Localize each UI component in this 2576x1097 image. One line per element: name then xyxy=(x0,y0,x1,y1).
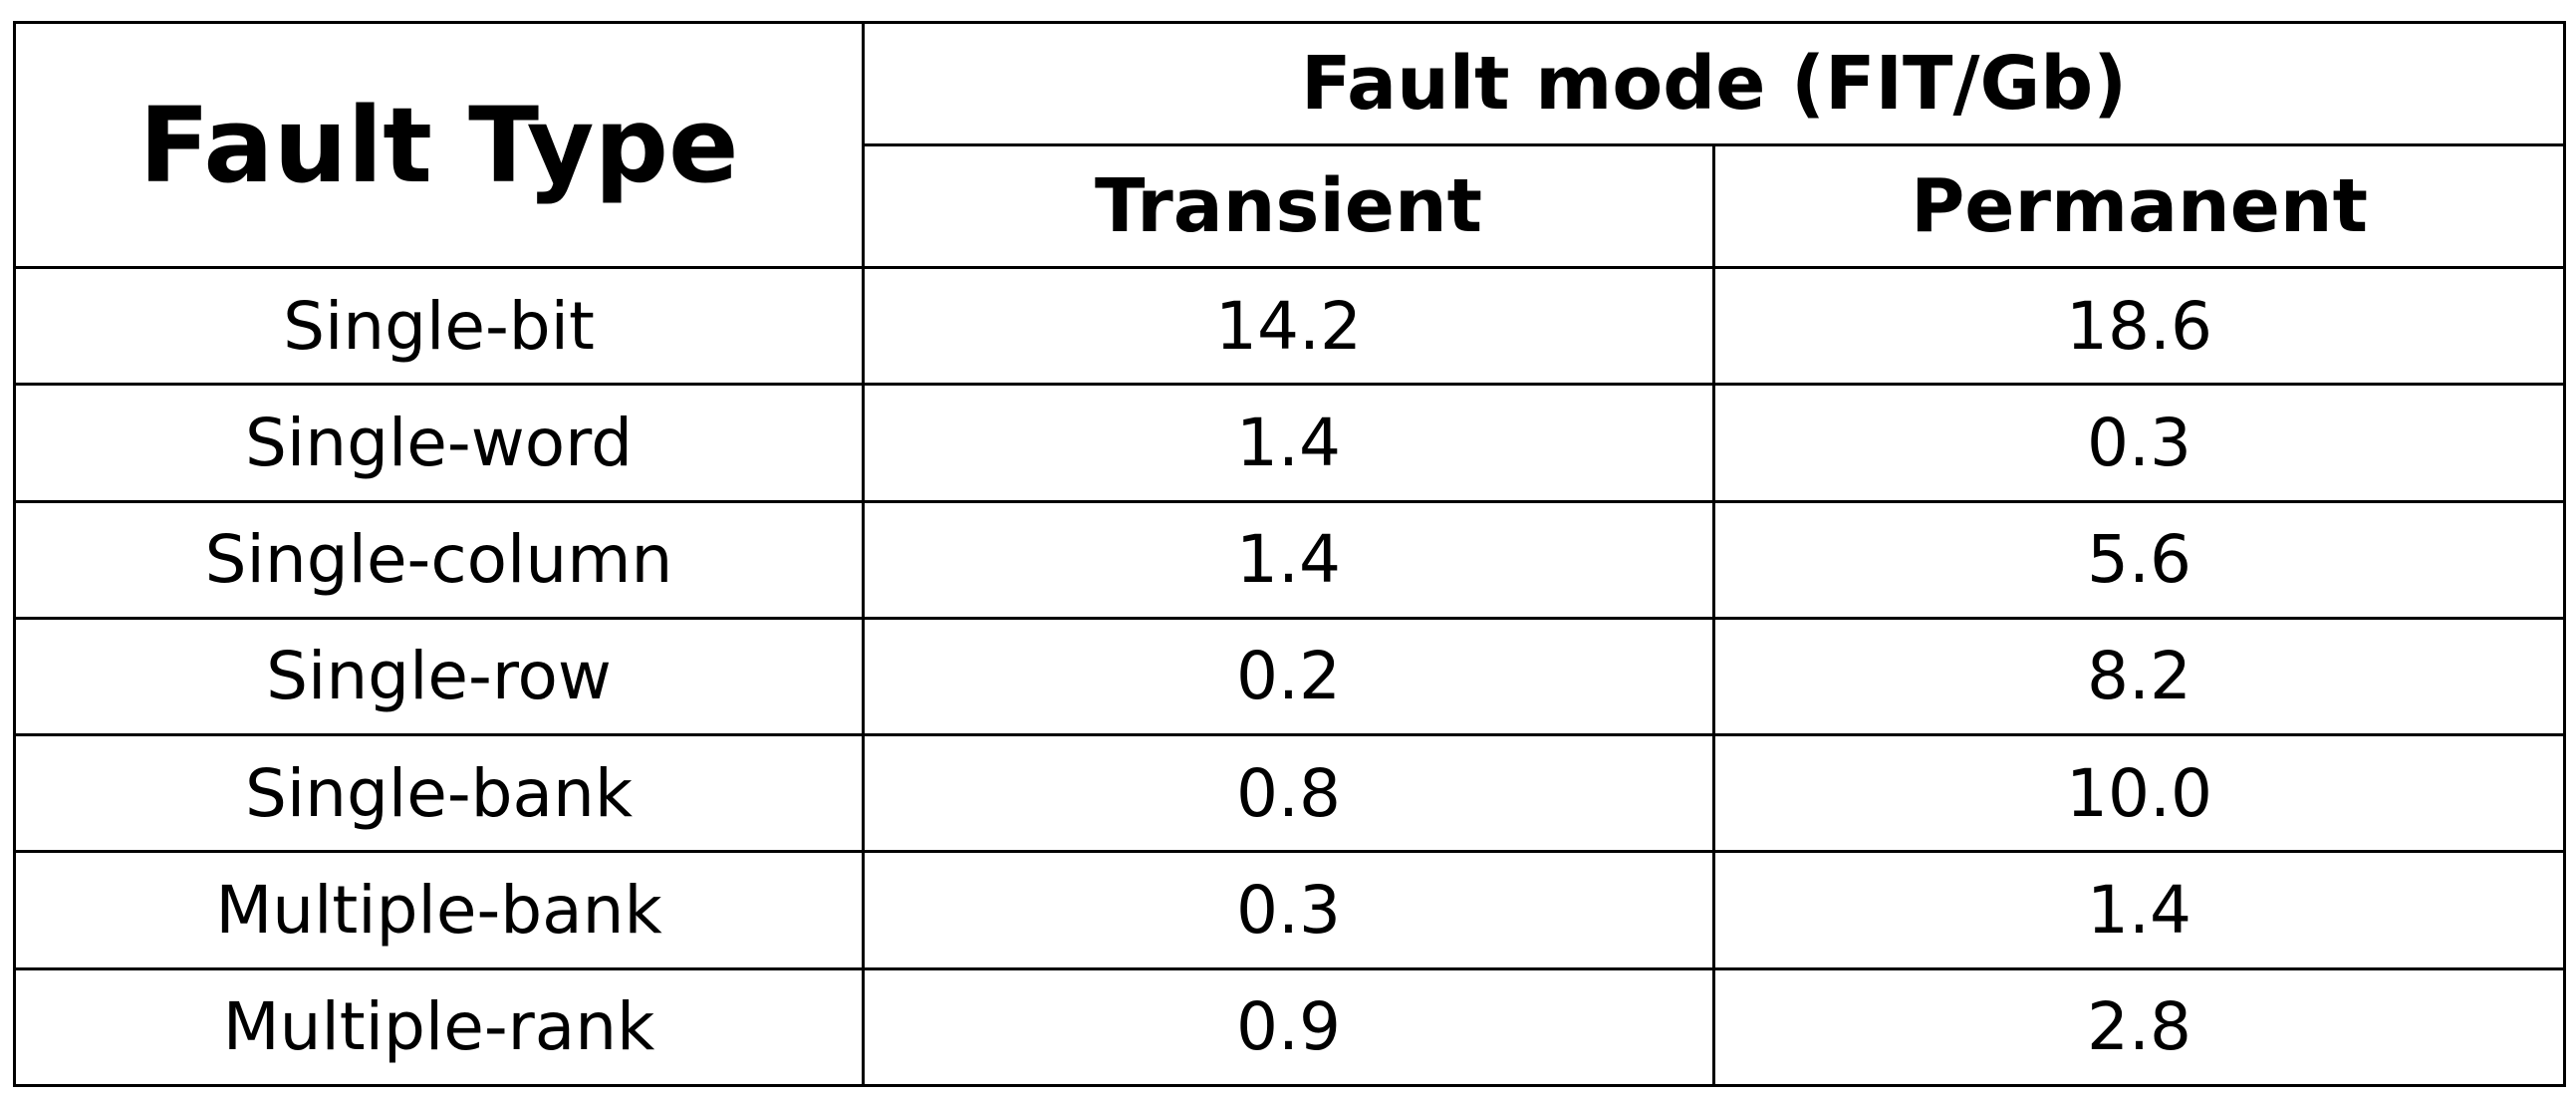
table-subheader-row: Transient Permanent xyxy=(15,143,2567,269)
fault-rate-table: Fault Type Fault mode (FIT/Gb) Transient… xyxy=(13,21,2567,1088)
transient-value-cell: 1.4 xyxy=(862,499,1715,620)
transient-value-cell: 0.2 xyxy=(862,616,1715,737)
permanent-value-cell: 1.4 xyxy=(1711,850,2567,970)
permanent-value-cell: 10.0 xyxy=(1711,733,2567,854)
table-row: Multiple-rank 0.9 2.8 xyxy=(13,966,2567,1088)
table-row: Single-column 1.4 5.6 xyxy=(13,499,2567,620)
table-row: Multiple-bank 0.3 1.4 xyxy=(13,850,2567,970)
permanent-value-cell: 5.6 xyxy=(1711,499,2567,620)
table-row: Single-bank 0.8 10.0 xyxy=(13,733,2567,854)
fault-type-cell: Single-bank xyxy=(13,733,865,854)
permanent-value-cell: 18.6 xyxy=(1711,265,2567,387)
fault-type-cell: Multiple-bank xyxy=(13,850,865,970)
transient-value-cell: 0.3 xyxy=(862,850,1715,970)
fault-type-cell: Single-word xyxy=(13,383,865,503)
table-row: Single-row 0.2 8.2 xyxy=(13,616,2567,737)
transient-value-cell: 0.8 xyxy=(862,733,1715,854)
permanent-value-cell: 0.3 xyxy=(1711,383,2567,503)
permanent-header: Permanent xyxy=(1711,143,2567,269)
fault-type-cell: Single-bit xyxy=(13,265,865,387)
fault-type-cell: Single-column xyxy=(13,499,865,620)
table-header-row: Fault Type Fault mode (FIT/Gb) xyxy=(13,21,2567,269)
transient-value-cell: 14.2 xyxy=(862,265,1715,387)
permanent-value-cell: 2.8 xyxy=(1711,966,2567,1088)
transient-value-cell: 0.9 xyxy=(862,966,1715,1088)
transient-header: Transient xyxy=(862,143,1715,269)
fault-type-cell: Multiple-rank xyxy=(13,966,865,1088)
transient-value-cell: 1.4 xyxy=(862,383,1715,503)
permanent-value-cell: 8.2 xyxy=(1711,616,2567,737)
fault-mode-header: Fault mode (FIT/Gb) xyxy=(861,21,2567,146)
fault-type-cell: Single-row xyxy=(13,616,865,737)
table-row: Single-bit 14.2 18.6 xyxy=(13,265,2567,387)
fault-type-header: Fault Type xyxy=(13,21,865,269)
table-row: Single-word 1.4 0.3 xyxy=(13,383,2567,503)
